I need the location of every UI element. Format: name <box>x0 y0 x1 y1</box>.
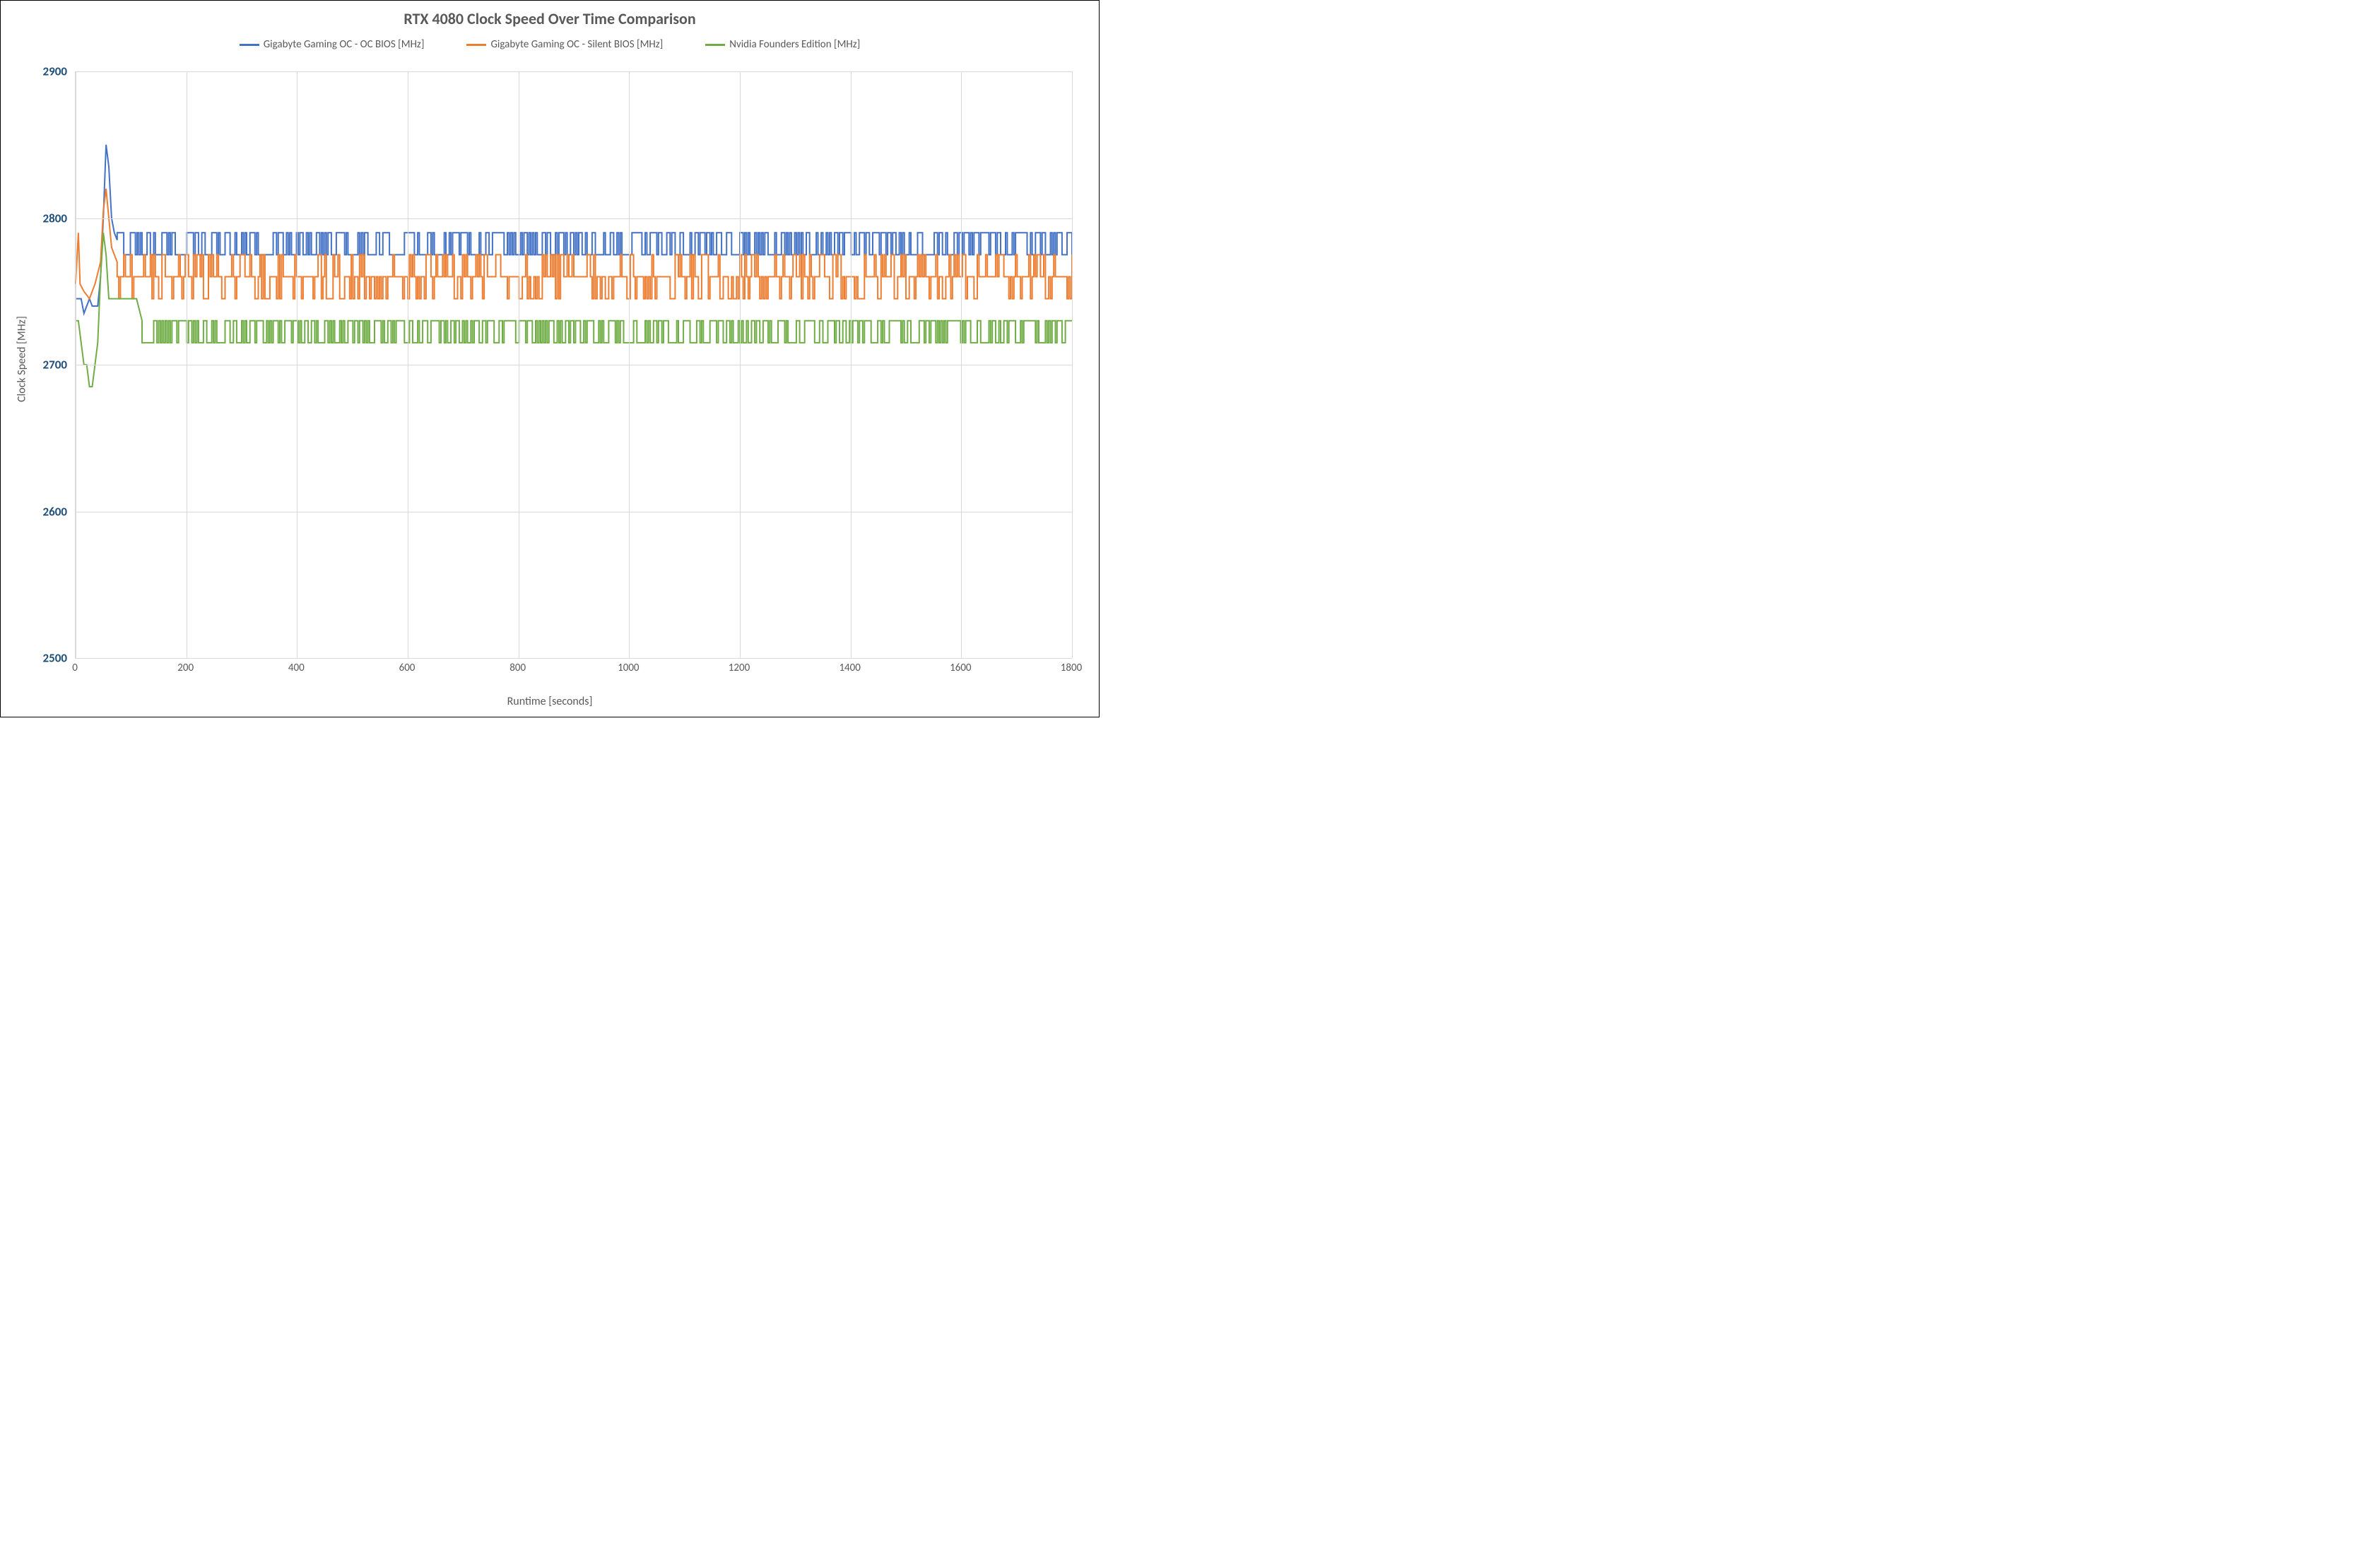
plot-area <box>75 71 1072 659</box>
grid-horizontal <box>76 71 1072 72</box>
y-tick-label: 2600 <box>25 504 67 519</box>
x-tick-label: 1600 <box>939 662 982 674</box>
legend-item: Nvidia Founders Edition [MHz] <box>705 38 860 51</box>
legend: Gigabyte Gaming OC - OC BIOS [MHz] Gigaby… <box>1 38 1099 51</box>
x-axis-title: Runtime [seconds] <box>507 695 593 708</box>
x-tick-label: 800 <box>497 662 539 674</box>
x-tick-label: 1800 <box>1050 662 1092 674</box>
legend-swatch <box>705 44 725 46</box>
legend-swatch <box>240 44 259 46</box>
legend-swatch <box>466 44 486 46</box>
y-tick-label: 2700 <box>25 358 67 372</box>
y-tick-label: 2900 <box>25 64 67 79</box>
x-tick-label: 600 <box>386 662 428 674</box>
chart-container: RTX 4080 Clock Speed Over Time Compariso… <box>0 0 1100 717</box>
grid-vertical <box>1072 71 1073 658</box>
legend-label: Nvidia Founders Edition [MHz] <box>729 38 860 51</box>
grid-horizontal <box>76 218 1072 219</box>
legend-label: Gigabyte Gaming OC - OC BIOS [MHz] <box>264 38 425 51</box>
grid-horizontal <box>76 658 1072 659</box>
legend-label: Gigabyte Gaming OC - Silent BIOS [MHz] <box>490 38 663 51</box>
x-tick-label: 200 <box>165 662 207 674</box>
x-tick-label: 1400 <box>829 662 871 674</box>
y-tick-label: 2500 <box>25 651 67 666</box>
x-tick-label: 1000 <box>607 662 649 674</box>
x-tick-label: 1200 <box>718 662 760 674</box>
y-tick-label: 2800 <box>25 211 67 225</box>
legend-item: Gigabyte Gaming OC - Silent BIOS [MHz] <box>466 38 663 51</box>
legend-item: Gigabyte Gaming OC - OC BIOS [MHz] <box>240 38 425 51</box>
x-tick-label: 400 <box>275 662 317 674</box>
chart-title: RTX 4080 Clock Speed Over Time Compariso… <box>1 1 1099 28</box>
